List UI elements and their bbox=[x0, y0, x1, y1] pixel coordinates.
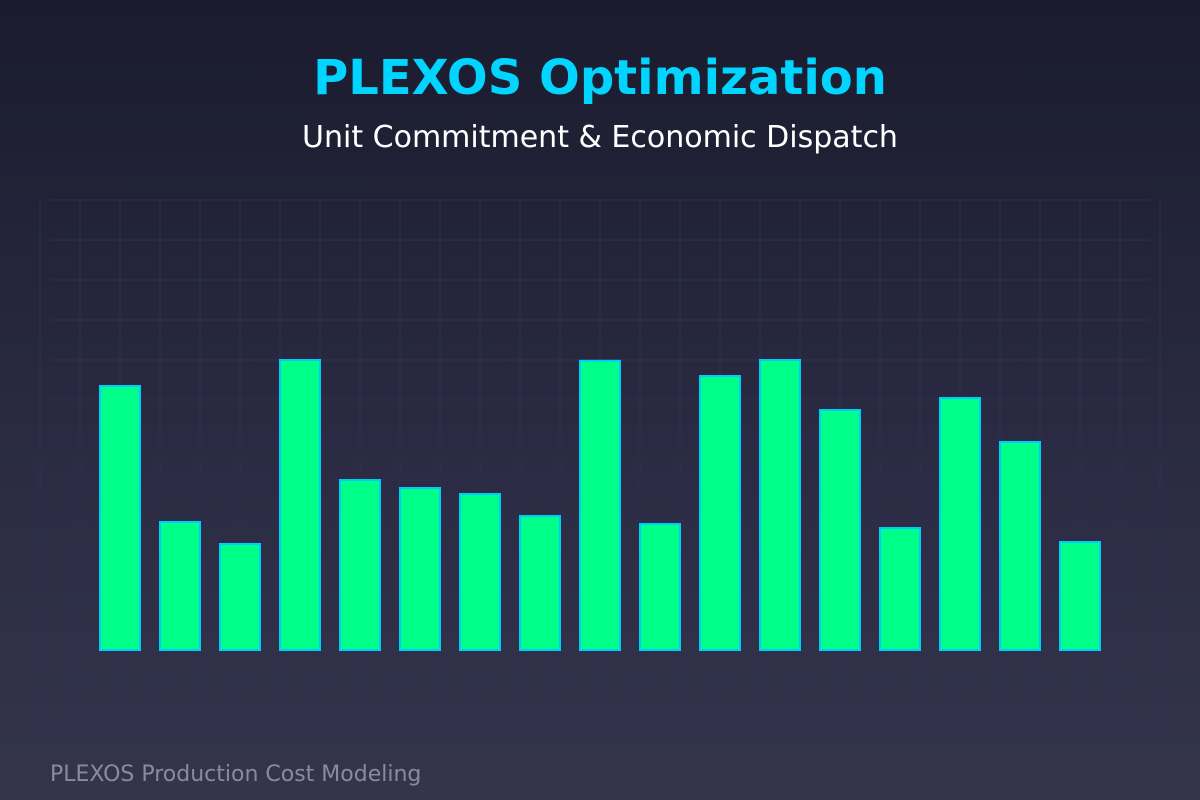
bar bbox=[99, 385, 141, 651]
chart-bars bbox=[99, 359, 1101, 651]
bar bbox=[399, 487, 441, 651]
bar bbox=[339, 479, 381, 651]
bar bbox=[459, 493, 501, 651]
bar bbox=[879, 527, 921, 651]
bar bbox=[159, 521, 201, 651]
bar bbox=[999, 441, 1041, 651]
bar bbox=[819, 409, 861, 651]
chart-title: PLEXOS Optimization bbox=[313, 50, 887, 106]
footer-caption: PLEXOS Production Cost Modeling bbox=[50, 762, 422, 787]
bar bbox=[579, 359, 621, 651]
bar bbox=[219, 543, 261, 651]
bar bbox=[639, 523, 681, 651]
bar bbox=[759, 359, 801, 651]
bar bbox=[1059, 541, 1101, 651]
bar bbox=[939, 397, 981, 651]
bar bbox=[519, 515, 561, 651]
bar bbox=[699, 375, 741, 651]
bar bbox=[279, 359, 321, 651]
chart-subtitle: Unit Commitment & Economic Dispatch bbox=[302, 120, 898, 155]
